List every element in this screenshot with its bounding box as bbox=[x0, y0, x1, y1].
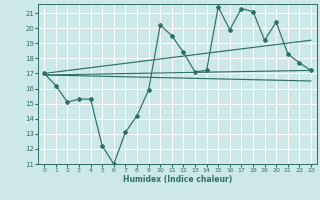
X-axis label: Humidex (Indice chaleur): Humidex (Indice chaleur) bbox=[123, 175, 232, 184]
